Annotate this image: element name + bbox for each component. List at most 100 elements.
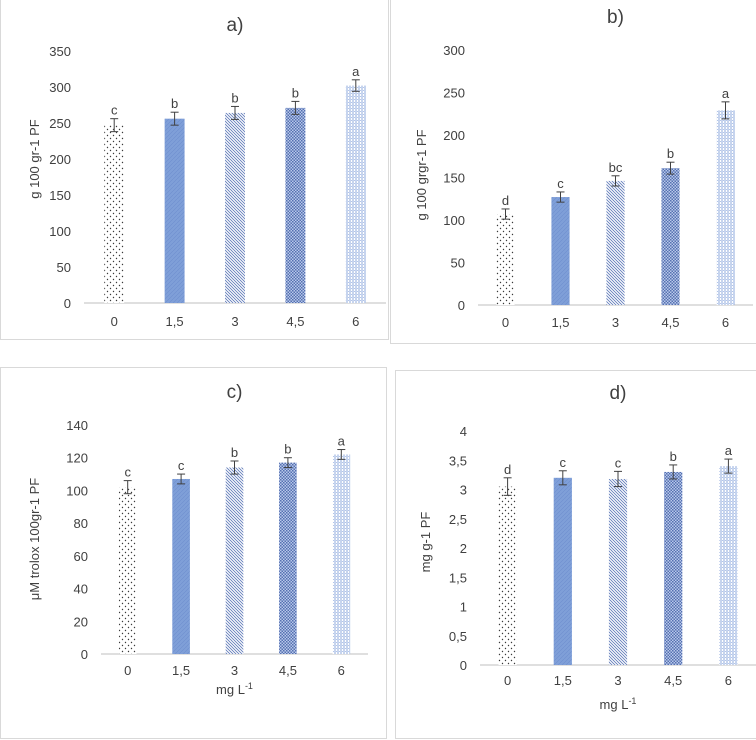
y-tick-label: 3,5 xyxy=(449,453,467,468)
significance-letter: b xyxy=(670,449,677,464)
x-axis-label: mg L-1 xyxy=(600,696,637,712)
x-tick-label: 0 xyxy=(502,315,509,330)
x-tick-label: 3 xyxy=(612,315,619,330)
significance-letter: b xyxy=(231,445,238,460)
x-tick-label: 4,5 xyxy=(661,315,679,330)
bar xyxy=(225,467,244,654)
significance-letter: d xyxy=(504,462,511,477)
significance-letter: c xyxy=(615,455,622,470)
x-tick-label: 1,5 xyxy=(551,315,569,330)
y-tick-label: 2,5 xyxy=(449,512,467,527)
y-tick-label: 200 xyxy=(49,152,71,167)
bar xyxy=(104,125,125,303)
significance-letter: c xyxy=(178,458,185,473)
chart-b: b) g 100 grgr-1 PF 0 50 100 150 200 250 300 d 0 c 1,… xyxy=(414,7,753,330)
bar xyxy=(608,478,628,665)
y-axis-label: mg g-1 PF xyxy=(418,512,433,573)
x-tick-label: 4,5 xyxy=(664,673,682,688)
chart-panel-a: a) g 100 gr-1 PF 0 50 100 150 200 250 300 350 c 0 b 1… xyxy=(0,0,389,340)
y-tick-label: 0 xyxy=(64,296,71,311)
y-tick-label: 2 xyxy=(460,541,467,556)
bar xyxy=(496,214,515,305)
y-tick-label: 0 xyxy=(458,298,465,313)
chart-title: d) xyxy=(610,383,627,404)
significance-letter: b xyxy=(231,90,238,105)
bar xyxy=(164,118,185,304)
y-tick-label: 50 xyxy=(451,256,465,271)
y-tick-label: 150 xyxy=(49,188,71,203)
significance-letter: b xyxy=(667,146,674,161)
x-axis-label: mg L-1 xyxy=(216,681,253,697)
x-tick-label: 6 xyxy=(338,663,345,678)
chart-title: b) xyxy=(607,7,624,28)
y-tick-label: 100 xyxy=(66,483,88,498)
y-tick-label: 50 xyxy=(57,260,71,275)
y-tick-label: 250 xyxy=(49,116,71,131)
y-tick-label: 250 xyxy=(443,86,465,101)
y-tick-label: 1 xyxy=(460,600,467,615)
x-tick-label: 3 xyxy=(614,673,621,688)
x-tick-label: 6 xyxy=(352,314,359,329)
y-tick-label: 100 xyxy=(49,224,71,239)
chart-c: c)μM trolox 100gr-1 PF020406080100120140… xyxy=(27,382,368,697)
y-tick-label: 3 xyxy=(460,483,467,498)
y-tick-label: 60 xyxy=(74,549,88,564)
significance-letter: c xyxy=(111,103,118,118)
significance-letter: b xyxy=(284,442,291,457)
x-tick-label: 3 xyxy=(231,314,238,329)
chart-panel-b: b) g 100 grgr-1 PF 0 50 100 150 200 250 300 d 0 c 1,… xyxy=(390,0,756,344)
y-tick-label: 1,5 xyxy=(449,570,467,585)
y-tick-label: 100 xyxy=(443,213,465,228)
bar xyxy=(716,110,735,305)
x-tick-label: 4,5 xyxy=(279,663,297,678)
y-tick-label: 350 xyxy=(49,44,71,59)
y-tick-label: 80 xyxy=(74,516,88,531)
significance-letter: b xyxy=(292,85,299,100)
bar xyxy=(118,487,137,654)
x-tick-label: 4,5 xyxy=(286,314,304,329)
x-tick-label: 1,5 xyxy=(172,663,190,678)
chart-title: c) xyxy=(227,382,243,403)
y-tick-label: 300 xyxy=(49,80,71,95)
y-tick-label: 4 xyxy=(460,424,467,439)
x-tick-label: 1,5 xyxy=(554,673,572,688)
chart-d: d) mg g-1 PF 0 0,5 1 1,5 2 2,5 3 3,5 4 d 0 c 1,5 c 3 b 4,5… xyxy=(418,383,756,712)
y-tick-label: 0 xyxy=(460,658,467,673)
bar xyxy=(279,462,297,654)
bar xyxy=(661,168,680,305)
bar xyxy=(285,107,306,303)
y-tick-label: 200 xyxy=(443,128,465,143)
bar xyxy=(332,454,351,654)
significance-letter: a xyxy=(725,443,733,458)
y-tick-label: 120 xyxy=(66,451,88,466)
significance-letter: c xyxy=(557,176,564,191)
bar xyxy=(225,112,245,303)
y-tick-label: 300 xyxy=(443,43,465,58)
chart-panel-c: c) μM trolox 100gr-1 PF 0 20 40 60 80 100 120 140… xyxy=(0,367,387,739)
y-axis-label: g 100 gr-1 PF xyxy=(27,119,42,199)
chart-panel-d: d) mg g-1 PF 0 0,5 1 1,5 2 2,5 3 3,5 4 d 0 c 1,5 c 3 b 4,5… xyxy=(395,370,756,739)
significance-letter: a xyxy=(722,86,730,101)
bar xyxy=(553,477,572,665)
significance-letter: bc xyxy=(609,160,623,175)
y-tick-label: 20 xyxy=(74,614,88,629)
y-tick-label: 140 xyxy=(66,418,88,433)
x-tick-label: 0 xyxy=(111,314,118,329)
bar xyxy=(551,197,570,305)
bar xyxy=(172,478,190,654)
y-axis-label: g 100 grgr-1 PF xyxy=(414,129,429,220)
bar xyxy=(664,471,683,665)
bar xyxy=(498,486,517,665)
bar xyxy=(345,85,366,303)
x-tick-label: 0 xyxy=(504,673,511,688)
y-tick-label: 0,5 xyxy=(449,629,467,644)
significance-letter: a xyxy=(352,64,360,79)
significance-letter: b xyxy=(171,96,178,111)
x-tick-label: 6 xyxy=(725,673,732,688)
y-tick-label: 0 xyxy=(81,647,88,662)
bar xyxy=(606,180,625,305)
significance-letter: c xyxy=(560,455,567,470)
significance-letter: c xyxy=(124,465,131,480)
x-tick-label: 1,5 xyxy=(166,314,184,329)
x-tick-label: 6 xyxy=(722,315,729,330)
